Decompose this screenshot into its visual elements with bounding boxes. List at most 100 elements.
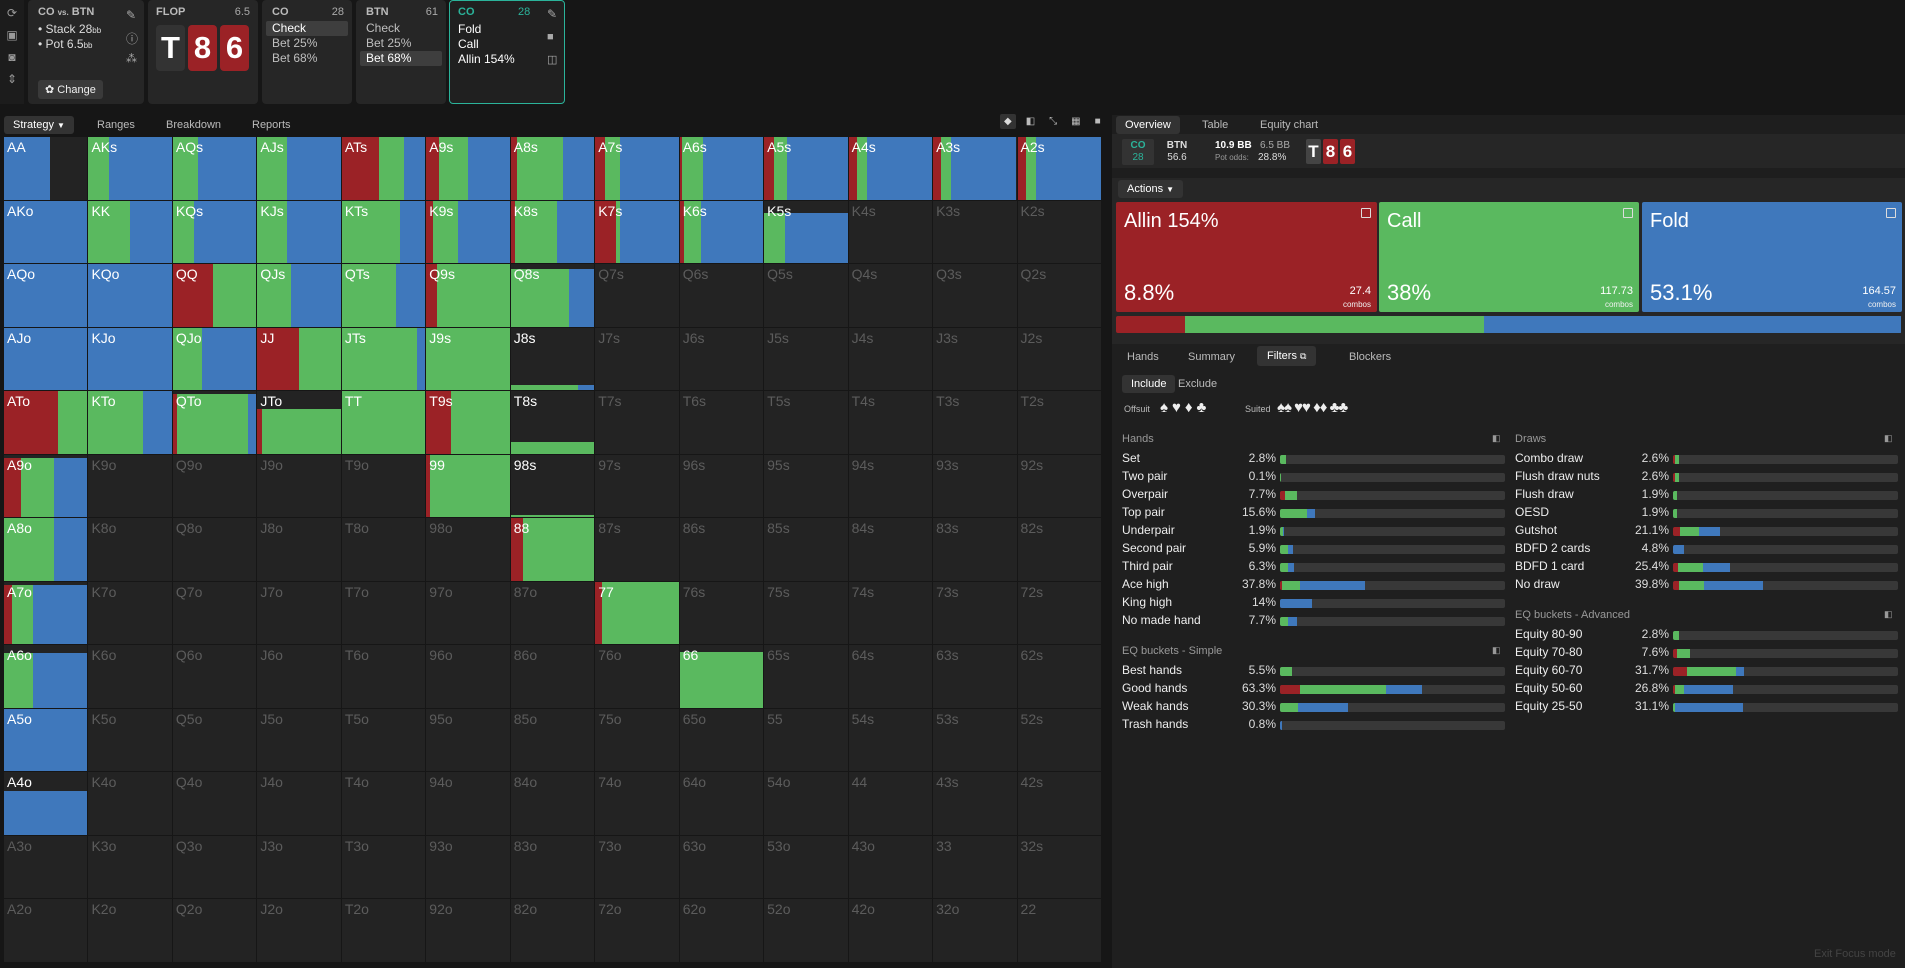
range-cell[interactable]: 97s — [595, 454, 679, 518]
spade-icon[interactable]: ♠ — [1160, 399, 1172, 416]
range-cell[interactable]: KTo — [88, 391, 172, 454]
filter-row[interactable]: Flush draw nuts 2.6% — [1515, 467, 1898, 485]
option-bet-25[interactable]: Bet 25% — [272, 36, 318, 50]
range-cell[interactable]: 84s — [848, 518, 933, 581]
range-cell[interactable]: Q7o — [172, 581, 257, 645]
range-cell[interactable]: T2s — [1017, 391, 1101, 454]
range-cell[interactable]: 54s — [848, 708, 933, 772]
range-cell[interactable]: 65o — [679, 708, 764, 772]
range-cell[interactable]: 62s — [1017, 645, 1101, 708]
range-cell[interactable]: T4s — [848, 391, 933, 454]
tab-summary[interactable]: Summary — [1188, 351, 1236, 363]
range-cell[interactable]: 75s — [764, 581, 848, 645]
filter-row[interactable]: Combo draw 2.6% — [1515, 449, 1898, 467]
range-cell[interactable]: K2s — [1017, 200, 1101, 264]
range-cell[interactable]: 73o — [595, 835, 679, 899]
filter-row[interactable]: OESD 1.9% — [1515, 503, 1898, 521]
range-cell[interactable]: 22 — [1017, 899, 1101, 962]
include-toggle[interactable]: Include — [1122, 375, 1176, 393]
range-cell[interactable]: T6s — [679, 391, 764, 454]
range-cell[interactable]: 83s — [933, 518, 1017, 581]
range-cell[interactable]: K3o — [88, 835, 172, 899]
range-cell[interactable]: T9s — [426, 391, 510, 454]
range-cell[interactable]: QJs — [257, 264, 341, 327]
filter-row[interactable]: Two pair 0.1% — [1122, 467, 1505, 485]
range-cell[interactable]: Q7s — [595, 264, 679, 327]
diamond-icon[interactable]: ♦ — [1184, 399, 1197, 416]
btn-node-card[interactable]: BTN 61 Check Bet 25% Bet 68% — [356, 0, 446, 104]
range-cell[interactable]: 62o — [679, 899, 764, 962]
range-cell[interactable]: AJo — [4, 327, 88, 391]
range-cell[interactable]: 82o — [510, 899, 595, 962]
expand-icon[interactable]: ⇕ — [6, 72, 18, 86]
expand-icon[interactable] — [1886, 208, 1896, 218]
range-cell[interactable]: 42o — [848, 899, 933, 962]
filter-row[interactable]: Third pair 6.3% — [1122, 557, 1505, 575]
range-cell[interactable]: J5o — [257, 708, 341, 772]
range-cell[interactable]: 98s — [510, 454, 595, 518]
range-cell[interactable]: 72o — [595, 899, 679, 962]
range-cell[interactable]: K6o — [88, 645, 172, 708]
range-cell[interactable]: 75o — [595, 708, 679, 772]
filter-row[interactable]: Gutshot 21.1% — [1515, 521, 1898, 539]
tab-overview[interactable]: Overview — [1116, 116, 1180, 134]
range-cell[interactable]: J2s — [1017, 327, 1101, 391]
range-cell[interactable]: A6s — [679, 137, 764, 200]
range-cell[interactable]: 72s — [1017, 581, 1101, 645]
flop-card[interactable]: FLOP 6.5 T 8 6 — [148, 0, 258, 104]
range-cell[interactable]: JJ — [257, 327, 341, 391]
range-cell[interactable]: 93s — [933, 454, 1017, 518]
range-cell[interactable]: 85s — [764, 518, 848, 581]
range-cell[interactable]: Q2s — [1017, 264, 1101, 327]
range-cell[interactable]: 92o — [426, 899, 510, 962]
contrast-icon[interactable]: ◧ — [1025, 116, 1036, 127]
filter-row[interactable]: Trash hands 0.8% — [1122, 715, 1505, 733]
refresh-icon[interactable]: ⟳ — [6, 6, 18, 20]
range-cell[interactable]: K2o — [88, 899, 172, 962]
range-cell[interactable]: K5o — [88, 708, 172, 772]
range-cell[interactable]: 64s — [848, 645, 933, 708]
range-cell[interactable]: T9o — [341, 454, 426, 518]
filter-row[interactable]: Equity 60-70 31.7% — [1515, 661, 1898, 679]
save-icon[interactable]: ▣ — [6, 28, 18, 42]
range-cell[interactable]: A8s — [510, 137, 595, 200]
range-cell[interactable]: 33 — [933, 835, 1017, 899]
range-cell[interactable]: K5s — [764, 200, 848, 264]
range-cell[interactable]: 99 — [426, 454, 510, 518]
range-cell[interactable]: Q4o — [172, 772, 257, 835]
range-cell[interactable]: A4o — [4, 772, 88, 835]
range-cell[interactable]: 73s — [933, 581, 1017, 645]
filter-row[interactable]: Second pair 5.9% — [1122, 539, 1505, 557]
range-cell[interactable]: QTo — [172, 391, 257, 454]
range-cell[interactable]: ATs — [341, 137, 426, 200]
filter-row[interactable]: Overpair 7.7% — [1122, 485, 1505, 503]
lock-icon[interactable]: ■ — [547, 31, 554, 43]
exit-focus-mode-link[interactable]: Exit Focus mode — [1814, 948, 1896, 960]
range-cell[interactable]: AA — [4, 137, 88, 200]
tab-filters[interactable]: Filters ⧉ — [1257, 346, 1317, 366]
pencil-icon[interactable]: ✎ — [126, 8, 137, 22]
range-cell[interactable]: 54o — [764, 772, 848, 835]
range-cell[interactable]: QTs — [341, 264, 426, 327]
range-cell[interactable]: Q2o — [172, 899, 257, 962]
range-cell[interactable]: 32o — [933, 899, 1017, 962]
range-cell[interactable]: KJo — [88, 327, 172, 391]
filter-row[interactable]: Equity 50-60 26.8% — [1515, 679, 1898, 697]
co-node-card[interactable]: CO 28 Check Bet 25% Bet 68% — [262, 0, 352, 104]
range-cell[interactable]: KJs — [257, 200, 341, 264]
range-cell[interactable]: 77 — [595, 581, 679, 645]
filter-row[interactable]: BDFD 1 card 25.4% — [1515, 557, 1898, 575]
range-cell[interactable]: T8o — [341, 518, 426, 581]
filter-row[interactable]: No made hand 7.7% — [1122, 611, 1505, 629]
filter-row[interactable]: No draw 39.8% — [1515, 575, 1898, 593]
info-icon[interactable]: ⓘ — [126, 32, 139, 46]
actions-dropdown[interactable]: Actions ▼ — [1118, 180, 1184, 198]
range-cell[interactable]: Q6s — [679, 264, 764, 327]
range-cell[interactable]: J6s — [679, 327, 764, 391]
range-cell[interactable]: J2o — [257, 899, 341, 962]
range-cell[interactable]: KQs — [172, 200, 257, 264]
option-allin[interactable]: Allin 154% — [458, 52, 515, 66]
tab-table[interactable]: Table — [1202, 119, 1229, 131]
collapse-icon[interactable]: ◧ — [1492, 433, 1501, 443]
filter-row[interactable]: King high 14% — [1122, 593, 1505, 611]
